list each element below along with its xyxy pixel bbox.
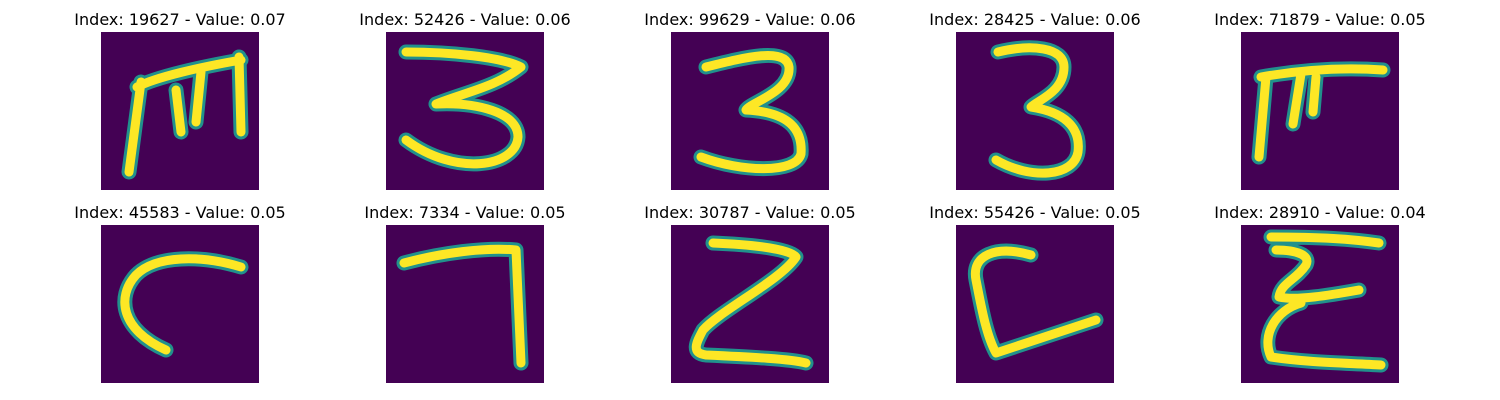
panel-title: Index: 28425 - Value: 0.06 [929,10,1141,29]
character-image [1241,32,1399,190]
panel-10: Index: 28910 - Value: 0.04 [1170,203,1470,393]
handwritten-m-like-character-image [121,49,249,180]
panel-7: Index: 7334 - Value: 0.05 [315,203,615,393]
character-image [386,32,544,190]
panel-title: Index: 99629 - Value: 0.06 [644,10,856,29]
character-image [671,32,829,190]
character-image [956,32,1114,190]
panel-title: Index: 30787 - Value: 0.05 [644,203,856,222]
handwritten-c-like-curve-image [117,251,249,358]
panel-title: Index: 55426 - Value: 0.05 [929,203,1141,222]
panel-title: Index: 28910 - Value: 0.04 [1214,203,1426,222]
panel-1: Index: 19627 - Value: 0.07 [30,10,330,200]
handwritten-digit-3-image [988,40,1086,181]
panel-6: Index: 45583 - Value: 0.05 [30,203,330,393]
handwritten-digit-7-image [396,241,529,371]
panel-title: Index: 45583 - Value: 0.05 [74,203,286,222]
character-image [101,32,259,190]
panel-4: Index: 28425 - Value: 0.06 [885,10,1185,200]
handwritten-z-like-character-image [688,235,814,371]
handwritten-digit-3-image [693,48,809,177]
panel-title: Index: 19627 - Value: 0.07 [74,10,286,29]
panel-title: Index: 52426 - Value: 0.06 [359,10,571,29]
panel-9: Index: 55426 - Value: 0.05 [885,203,1185,393]
character-image [956,225,1114,383]
panel-5: Index: 71879 - Value: 0.05 [1170,10,1470,200]
character-image [386,225,544,383]
panel-title: Index: 7334 - Value: 0.05 [364,203,566,222]
character-image [1241,225,1399,383]
handwritten-digit-3-image [398,44,529,172]
handwritten-l-like-character-image [967,243,1104,361]
character-image [101,225,259,383]
character-image [671,225,829,383]
handwritten-e-like-character-image [1260,229,1389,373]
panel-2: Index: 52426 - Value: 0.06 [315,10,615,200]
panel-8: Index: 30787 - Value: 0.05 [600,203,900,393]
panel-title: Index: 71879 - Value: 0.05 [1214,10,1426,29]
panel-3: Index: 99629 - Value: 0.06 [600,10,900,200]
handwritten-pi-like-character-image [1251,61,1391,165]
